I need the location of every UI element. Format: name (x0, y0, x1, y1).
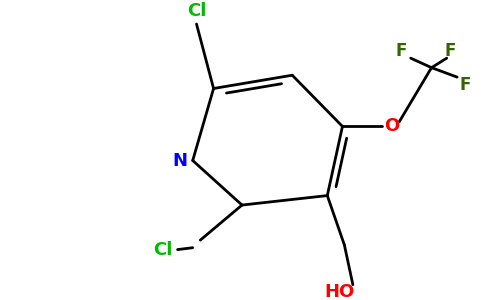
Text: O: O (384, 117, 399, 135)
Text: Cl: Cl (153, 241, 172, 259)
Text: N: N (172, 152, 187, 169)
Text: Cl: Cl (187, 2, 206, 20)
Text: F: F (459, 76, 470, 94)
Text: HO: HO (324, 283, 355, 300)
Text: F: F (445, 42, 456, 60)
Text: F: F (395, 42, 407, 60)
